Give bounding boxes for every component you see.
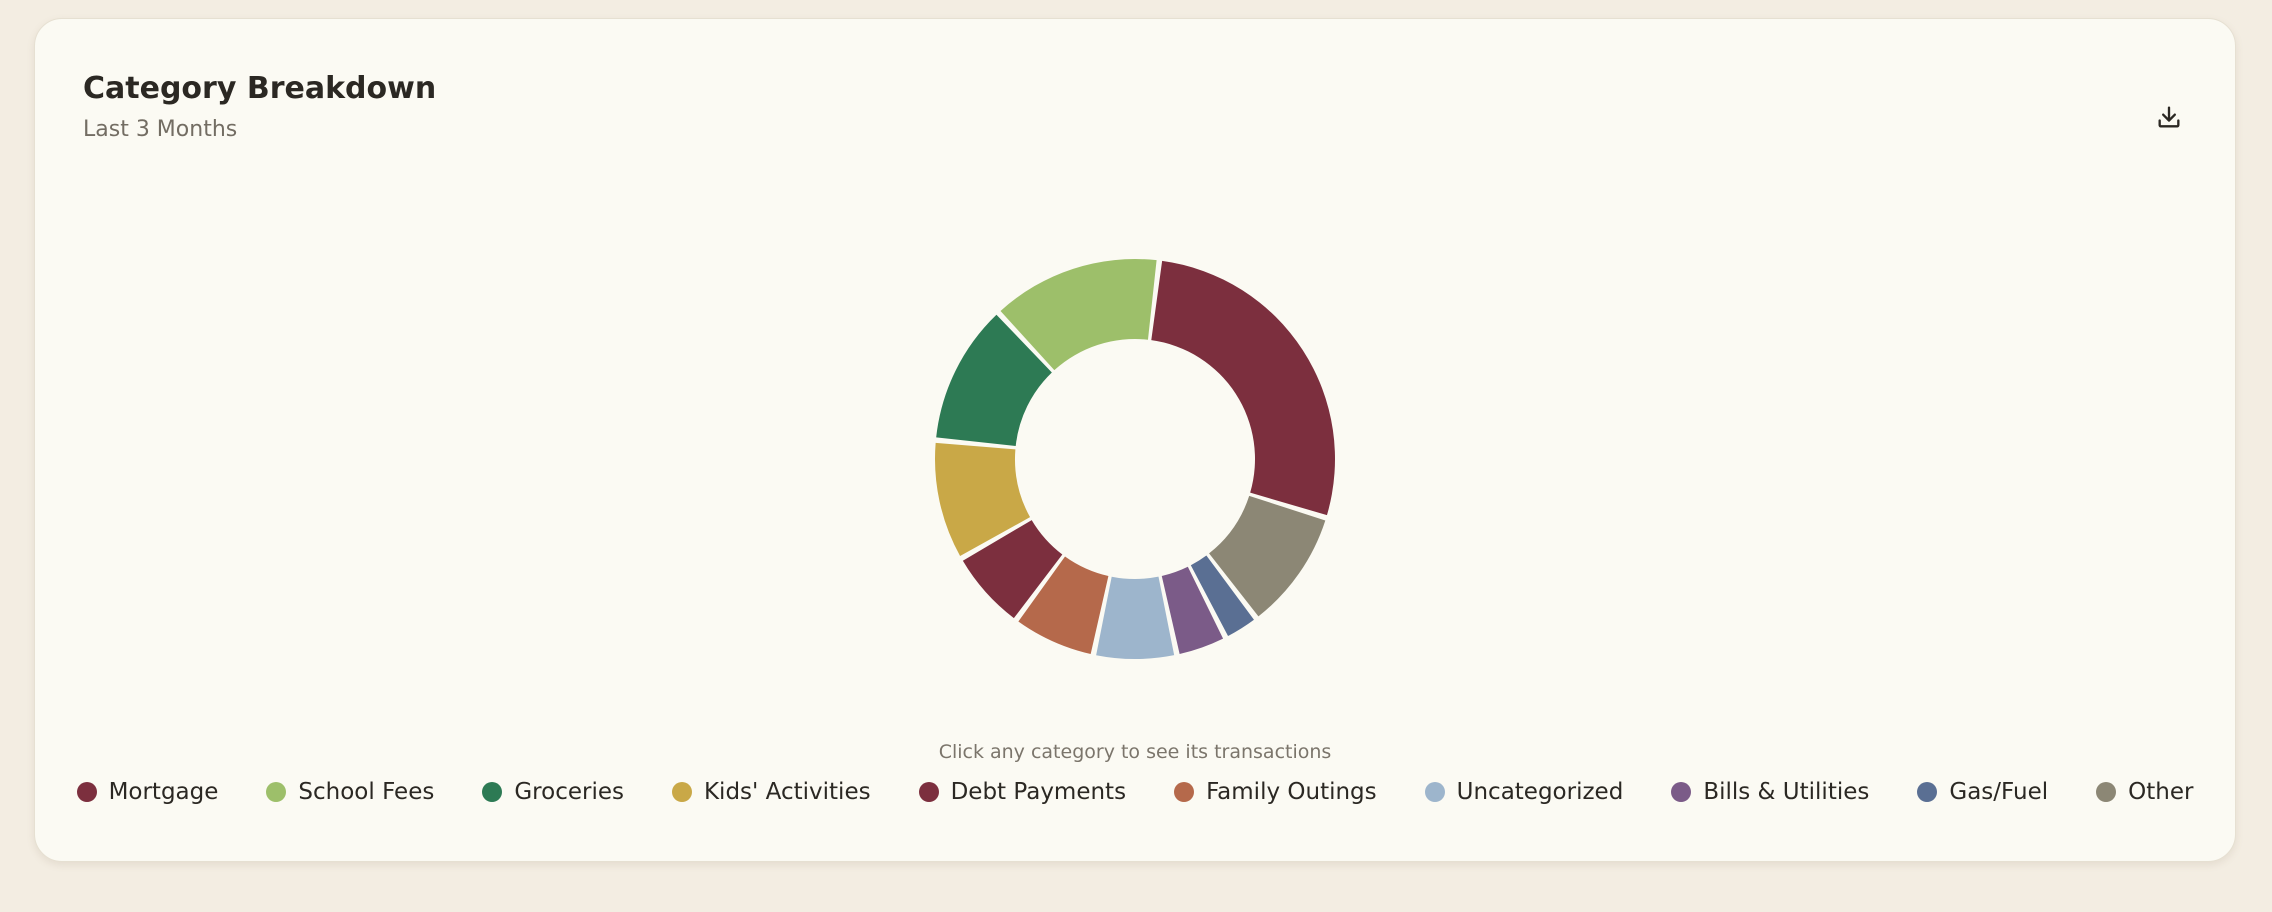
chart-legend: Mortgage School Fees Groceries Kids' Activi… xyxy=(35,779,2235,805)
legend-label: Other xyxy=(2128,779,2194,805)
legend-swatch xyxy=(2096,782,2117,802)
download-button[interactable] xyxy=(2145,93,2193,141)
legend-label: School Fees xyxy=(298,779,435,805)
legend-item-uncategorized[interactable]: Uncategorized xyxy=(1424,779,1624,805)
legend-label: Debt Payments xyxy=(950,779,1127,805)
chart-hint: Click any category to see its transactio… xyxy=(938,741,1332,763)
legend-item-debt-payments[interactable]: Debt Payments xyxy=(918,779,1127,805)
card-title: Category Breakdown xyxy=(83,71,437,106)
legend-swatch xyxy=(918,782,939,802)
donut-slice-school-fees[interactable] xyxy=(1000,259,1157,371)
legend-label: Kids' Activities xyxy=(703,779,871,805)
legend-swatch xyxy=(1174,782,1195,802)
legend-item-mortgage[interactable]: Mortgage xyxy=(76,779,219,805)
legend-label: Family Outings xyxy=(1206,779,1377,805)
legend-item-school-fees[interactable]: School Fees xyxy=(266,779,434,805)
donut-slice-gas-fuel[interactable] xyxy=(1190,555,1254,637)
legend-item-gas-fuel[interactable]: Gas/Fuel xyxy=(1917,779,2048,805)
card-subtitle: Last 3 Months xyxy=(83,117,238,142)
legend-item-family-outings[interactable]: Family Outings xyxy=(1174,779,1377,805)
legend-swatch xyxy=(1671,782,1692,802)
donut-slice-debt-payments[interactable] xyxy=(962,520,1063,619)
donut-slice-uncategorized[interactable] xyxy=(1096,576,1175,659)
legend-swatch xyxy=(266,782,287,802)
donut-slice-groceries[interactable] xyxy=(936,314,1052,446)
legend-item-other[interactable]: Other xyxy=(2096,779,2193,805)
legend-item-groceries[interactable]: Groceries xyxy=(482,779,624,805)
donut-slice-family-outings[interactable] xyxy=(1018,556,1109,655)
download-icon xyxy=(2158,106,2180,128)
legend-swatch xyxy=(1917,782,1938,802)
legend-item-bills-utilities[interactable]: Bills & Utilities xyxy=(1671,779,1869,805)
donut-slice-kids-activities[interactable] xyxy=(935,442,1031,556)
legend-swatch xyxy=(1424,782,1445,802)
category-breakdown-card: Category Breakdown Last 3 Months Click a… xyxy=(34,18,2236,862)
donut-slice-other[interactable] xyxy=(1209,495,1326,617)
legend-item-kids-activities[interactable]: Kids' Activities xyxy=(671,779,871,805)
donut-slice-mortgage[interactable] xyxy=(1151,260,1335,516)
legend-swatch xyxy=(671,782,692,802)
legend-label: Bills & Utilities xyxy=(1703,779,1870,805)
legend-label: Gas/Fuel xyxy=(1949,779,2049,805)
legend-swatch xyxy=(482,782,503,802)
legend-label: Groceries xyxy=(514,779,624,805)
donut-chart xyxy=(935,259,1335,659)
legend-label: Uncategorized xyxy=(1456,779,1624,805)
legend-label: Mortgage xyxy=(108,779,219,805)
donut-slice-bills-utilities[interactable] xyxy=(1161,566,1224,654)
legend-swatch xyxy=(76,782,97,802)
